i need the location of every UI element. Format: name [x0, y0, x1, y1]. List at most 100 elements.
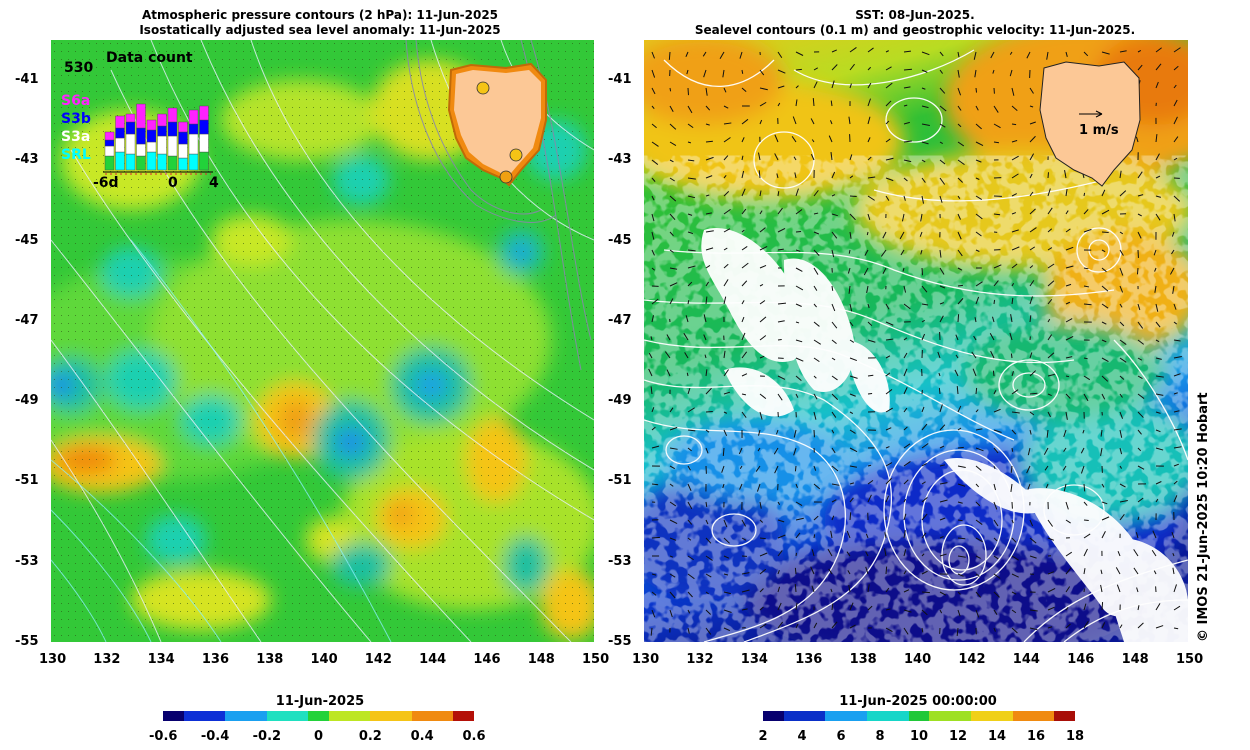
velocity-arrow: [1047, 207, 1053, 215]
velocity-arrow: [651, 591, 657, 596]
velocity-arrow: [777, 248, 784, 251]
right-panel-title: SST: 08-Jun-2025. Sealevel contours (0.1…: [640, 8, 1190, 38]
velocity-arrow: [1173, 428, 1182, 431]
velocity-arrow: [1083, 603, 1087, 611]
right-lat-tick-label: -55: [608, 634, 632, 649]
velocity-arrow: [954, 369, 959, 377]
velocity-arrow: [1171, 231, 1175, 237]
velocity-arrow: [831, 285, 834, 291]
ssla-map-graphic: [51, 40, 594, 642]
sst-colorbar-segment: [950, 711, 972, 721]
velocity-arrow: [1173, 627, 1179, 630]
velocity-arrow: [703, 69, 707, 78]
velocity-arrow: [973, 335, 977, 341]
velocity-arrow: [939, 87, 946, 94]
velocity-arrow: [975, 591, 981, 598]
velocity-arrow: [723, 296, 727, 305]
velocity-arrow: [921, 570, 928, 575]
velocity-arrow: [903, 498, 907, 503]
inset-axis-label-start: -6d: [93, 175, 119, 191]
velocity-arrow: [651, 195, 655, 201]
velocity-arrow: [903, 513, 907, 521]
sst-map[interactable]: 1 m/s: [644, 40, 1188, 642]
velocity-arrow: [993, 213, 1001, 216]
velocity-arrow: [741, 208, 747, 215]
velocity-arrow: [1135, 136, 1139, 143]
velocity-arrow: [774, 134, 779, 143]
velocity-arrow: [846, 551, 851, 557]
velocity-arrow: [651, 609, 656, 618]
velocity-arrow: [1119, 249, 1124, 256]
velocity-arrow: [813, 212, 819, 215]
velocity-arrow: [1133, 549, 1139, 557]
legend-s6a: S6a: [61, 93, 91, 109]
velocity-arrow: [1101, 531, 1106, 539]
velocity-arrow: [921, 333, 926, 341]
velocity-arrow: [687, 281, 693, 287]
velocity-arrow: [741, 537, 747, 541]
right-lat-tick-label: -51: [608, 473, 632, 489]
velocity-arrow: [741, 351, 748, 359]
gauge-marker[interactable]: [499, 170, 513, 184]
velocity-arrow: [759, 190, 762, 197]
velocity-arrow: [1137, 303, 1141, 311]
velocity-arrow: [1065, 623, 1071, 629]
velocity-arrow: [813, 483, 821, 490]
velocity-arrow: [1044, 465, 1049, 471]
velocity-arrow: [1047, 588, 1056, 593]
velocity-arrow: [975, 519, 983, 525]
velocity-arrow: [1173, 584, 1177, 593]
velocity-arrow: [687, 265, 696, 269]
velocity-arrow: [921, 406, 925, 413]
velocity-arrow: [937, 351, 941, 359]
velocity-arrow: [687, 465, 691, 471]
velocity-arrow: [1047, 519, 1053, 527]
velocity-arrow: [827, 548, 833, 557]
velocity-arrow: [975, 465, 982, 471]
velocity-arrow: [903, 352, 908, 359]
ssla-colorbar-segment: [349, 711, 371, 721]
velocity-arrow: [685, 315, 689, 323]
velocity-arrow: [867, 66, 872, 71]
right-lon-tick-label: 144: [1012, 652, 1040, 667]
velocity-arrow: [975, 296, 980, 305]
velocity-arrow: [993, 123, 1001, 129]
velocity-arrow: [1027, 447, 1031, 456]
velocity-arrow: [669, 123, 677, 130]
velocity-arrow: [921, 195, 925, 204]
velocity-arrow: [975, 501, 981, 507]
gauge-marker[interactable]: [509, 148, 523, 162]
velocity-arrow: [1173, 605, 1181, 611]
velocity-arrow: [848, 285, 851, 294]
velocity-arrow: [1137, 622, 1144, 629]
velocity-arrow: [849, 429, 856, 434]
data-count-bar-segment: [199, 119, 209, 135]
velocity-arrow: [1083, 267, 1089, 270]
left-title-line2: Isostatically adjusted sea level anomaly…: [139, 23, 501, 37]
right-lat-tick-label: -53: [608, 553, 632, 569]
velocity-arrow: [669, 177, 675, 182]
gauge-marker[interactable]: [476, 81, 490, 95]
velocity-arrow: [955, 354, 959, 359]
right-lon-tick-label: 146: [1067, 652, 1095, 667]
velocity-arrow: [1137, 213, 1142, 217]
ssla-map[interactable]: Data count 530 S6a S3b S3a SRL -6d 0 4: [51, 40, 594, 642]
velocity-arrow: [813, 190, 819, 197]
velocity-arrow: [705, 156, 714, 161]
velocity-arrow: [885, 195, 890, 201]
velocity-arrow: [810, 154, 815, 161]
velocity-arrow: [939, 464, 946, 467]
velocity-arrow: [849, 357, 858, 362]
velocity-arrow: [955, 334, 959, 341]
velocity-arrow: [1011, 229, 1019, 233]
velocity-arrow: [885, 120, 890, 125]
velocity-arrow: [903, 407, 908, 413]
velocity-arrow: [939, 123, 946, 128]
velocity-arrow: [990, 350, 995, 359]
ssla-colorbar-tick-label: -0.2: [252, 729, 282, 744]
velocity-arrow: [759, 316, 767, 323]
left-colorbar-title: 11-Jun-2025: [275, 694, 365, 709]
data-count-bar-segment: [146, 119, 157, 131]
velocity-arrow: [903, 159, 912, 163]
velocity-arrow: [1047, 626, 1053, 629]
